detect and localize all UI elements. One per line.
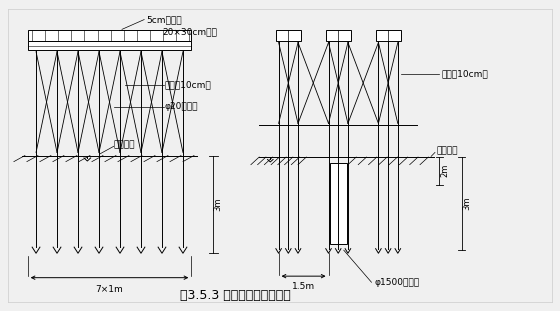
Bar [330,163,347,244]
Text: 图3.5.3 水上工作平台示意图: 图3.5.3 水上工作平台示意图 [180,289,291,302]
Text: 3m: 3m [463,197,472,210]
Text: 2m: 2m [441,164,450,178]
Text: 5cm厚木板: 5cm厚木板 [146,15,181,24]
Text: 3m: 3m [213,197,222,211]
Bar [28,41,192,50]
Text: 20×30cm枕木: 20×30cm枕木 [162,27,217,36]
Bar [28,30,192,41]
Bar [276,30,301,41]
Text: 斜枝杆10cm厚: 斜枝杆10cm厚 [441,69,488,78]
Text: 斜枝杆10cm厚: 斜枝杆10cm厚 [165,81,212,90]
Text: φ1500钢护筒: φ1500钢护筒 [374,278,419,287]
Text: 规划河床: 规划河床 [437,146,458,156]
Text: 规划河床: 规划河床 [114,140,135,149]
Bar [376,30,400,41]
Text: 1.5m: 1.5m [292,282,315,291]
Bar [326,30,351,41]
Text: φ20圆木桩: φ20圆木桩 [165,102,198,111]
Text: 7×1m: 7×1m [96,285,123,294]
